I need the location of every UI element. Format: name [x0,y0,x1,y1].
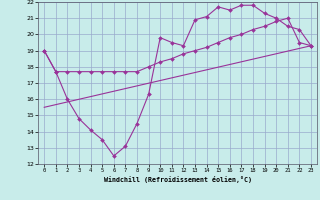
X-axis label: Windchill (Refroidissement éolien,°C): Windchill (Refroidissement éolien,°C) [104,176,252,183]
